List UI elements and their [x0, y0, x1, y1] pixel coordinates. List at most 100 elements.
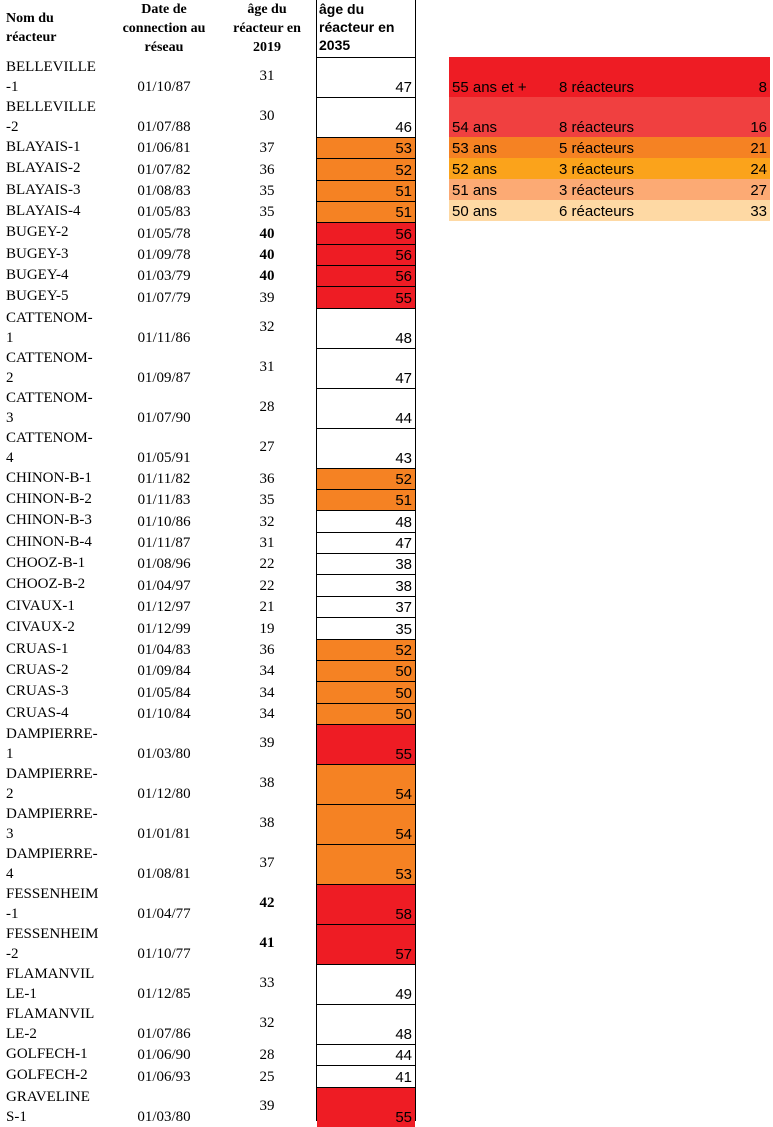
reactor-name: CRUAS-3	[6, 683, 69, 700]
table-row: CHINON-B-3 01/10/86 32 48	[0, 510, 420, 532]
age-2019: 25	[259, 1068, 275, 1085]
reactor-name: FLAMANVIL LE-1	[6, 965, 95, 1002]
age-2035-cell: 44	[317, 1043, 415, 1066]
connection-date: 01/10/87	[137, 79, 191, 95]
age-2035-value: 37	[395, 599, 412, 617]
reactor-name: BUGEY-4	[6, 267, 69, 284]
reactor-name: BLAYAIS-4	[6, 203, 81, 220]
reactor-name: CATTENOM- 3	[6, 389, 93, 426]
age-2035-cell: 52	[317, 638, 415, 660]
age-2035-cell: 55	[317, 723, 415, 764]
age-2019: 37	[259, 854, 275, 871]
age-2019: 37	[259, 140, 275, 157]
age-2035-value: 54	[395, 825, 412, 843]
table-row: BLAYAIS-4 01/05/83 35 51	[0, 201, 420, 223]
age-2019: 34	[259, 663, 275, 680]
age-2035-cell: 54	[317, 763, 415, 804]
reactor-name: DAMPIERRE- 3	[6, 805, 98, 842]
age-2035-value: 43	[395, 449, 412, 467]
legend-age: 53 ans	[452, 140, 498, 157]
age-2035-value: 47	[395, 79, 412, 96]
table-row: CRUAS-1 01/04/83 36 52	[0, 638, 420, 660]
connection-date: 01/11/83	[137, 492, 191, 509]
header-age-2035: âge du réacteur en 2035	[319, 1, 395, 53]
legend-count: 8 réacteurs	[559, 119, 635, 136]
age-2019: 21	[259, 599, 275, 616]
reactor-name: GOLFECH-1	[6, 1045, 88, 1062]
connection-date: 01/09/87	[137, 369, 191, 386]
age-2035-value: 47	[395, 369, 412, 387]
connection-date: 01/12/99	[137, 620, 191, 637]
connection-date: 01/11/82	[137, 471, 191, 488]
connection-date: 01/05/83	[137, 204, 191, 221]
reactor-name: DAMPIERRE- 2	[6, 765, 98, 802]
legend-row: 52 ans 3 réacteurs 24	[449, 158, 770, 179]
age-2035-value: 52	[395, 471, 412, 489]
table-row: DAMPIERRE- 4 01/08/81 37 53	[0, 843, 420, 884]
age-2019: 28	[259, 1047, 275, 1064]
table-row: CHOOZ-B-2 01/04/97 22 38	[0, 574, 420, 596]
age-2019: 31	[259, 68, 275, 84]
table-row: BLAYAIS-3 01/08/83 35 51	[0, 179, 420, 202]
connection-date: 01/10/77	[137, 945, 191, 962]
age-2019: 42	[259, 894, 275, 911]
connection-date: 01/07/88	[137, 119, 191, 135]
table-row: CHINON-B-1 01/11/82 36 52	[0, 467, 420, 490]
age-2035-cell: 57	[317, 923, 415, 964]
age-2019: 30	[259, 108, 275, 124]
column-border-left	[316, 0, 317, 1121]
connection-date: 01/06/93	[137, 1068, 191, 1085]
legend-count: 5 réacteurs	[559, 140, 635, 157]
age-2035-cell: 55	[317, 1086, 415, 1127]
legend-cumulative: 8	[758, 79, 767, 96]
age-2019: 28	[259, 398, 275, 415]
table-row: CHINON-B-2 01/11/83 35 51	[0, 489, 420, 511]
age-2035-value: 55	[395, 1108, 412, 1126]
reactor-name: FESSENHEIM -1	[6, 885, 99, 922]
table-row: BUGEY-5 01/07/79 39 55	[0, 286, 420, 308]
connection-date: 01/03/80	[137, 1108, 191, 1125]
age-2035-value: 49	[395, 985, 412, 1003]
age-2035-value: 38	[395, 556, 412, 574]
age-2035-cell: 58	[317, 883, 415, 924]
legend-count: 3 réacteurs	[559, 182, 635, 199]
age-2019: 27	[259, 438, 275, 455]
table-row: CATTENOM- 3 01/07/90 28 44	[0, 387, 420, 428]
age-2035-value: 41	[395, 1068, 412, 1086]
connection-date: 01/05/84	[137, 684, 191, 701]
age-2035-value: 52	[395, 161, 412, 179]
legend-cumulative: 16	[750, 119, 767, 136]
reactor-table: BELLEVILLE -1 01/10/87 31 47 BELLEVILLE -2 01…	[0, 57, 420, 1127]
reactor-name: CATTENOM- 1	[6, 309, 93, 346]
age-2019: 36	[259, 471, 275, 488]
connection-date: 01/12/97	[137, 599, 191, 616]
table-row: BUGEY-3 01/09/78 40 56	[0, 243, 420, 266]
connection-date: 01/04/83	[137, 641, 191, 658]
connection-date: 01/05/78	[137, 225, 191, 242]
age-2035-value: 52	[395, 641, 412, 659]
age-2035-value: 46	[395, 119, 412, 136]
age-2019: 32	[259, 1014, 275, 1031]
table-row: CRUAS-3 01/05/84 34 50	[0, 681, 420, 703]
reactor-name: CHINON-B-3	[6, 512, 92, 529]
connection-date: 01/06/81	[137, 140, 191, 157]
age-2019: 40	[259, 247, 275, 264]
age-2019: 32	[259, 318, 275, 335]
age-2035-cell: 50	[317, 681, 415, 703]
age-2035-cell: 56	[317, 243, 415, 266]
table-row: FLAMANVIL LE-1 01/12/85 33 49	[0, 963, 420, 1004]
age-2035-value: 54	[395, 785, 412, 803]
reactor-name: FESSENHEIM -2	[6, 925, 99, 962]
age-2035-value: 53	[395, 865, 412, 883]
connection-date: 01/09/78	[137, 247, 191, 264]
legend-cumulative: 27	[750, 182, 767, 199]
age-2035-value: 50	[395, 684, 412, 702]
age-2035-cell: 47	[317, 57, 415, 97]
table-row: CHINON-B-4 01/11/87 31 47	[0, 531, 420, 554]
legend-count: 6 réacteurs	[559, 203, 635, 220]
connection-date: 01/04/97	[137, 577, 191, 594]
legend-cumulative: 21	[750, 140, 767, 157]
header-name: Nom du réacteur	[6, 11, 57, 45]
age-2035-value: 44	[395, 409, 412, 427]
